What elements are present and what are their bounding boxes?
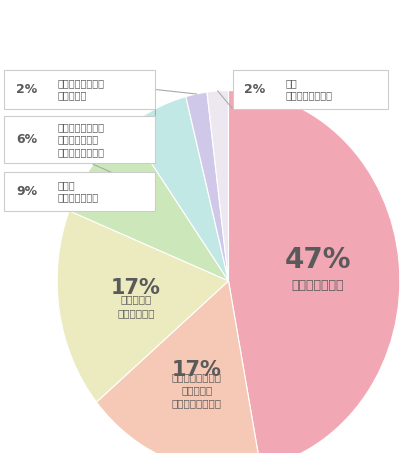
- Text: 気をつけている: 気をつけている: [292, 279, 344, 292]
- Wedge shape: [57, 211, 228, 402]
- Text: 6%: 6%: [16, 133, 37, 146]
- Wedge shape: [69, 127, 228, 281]
- FancyBboxPatch shape: [233, 70, 388, 109]
- Text: 17%: 17%: [111, 278, 161, 298]
- Wedge shape: [96, 281, 261, 453]
- Text: 全く
気をつけていない: 全く 気をつけていない: [286, 78, 333, 101]
- Text: あまり気を
つけていない: あまり気を つけていない: [117, 294, 155, 318]
- FancyBboxPatch shape: [4, 172, 155, 211]
- Text: 気をつけたいが、
お金がない: 気をつけたいが、 お金がない: [57, 78, 104, 101]
- Wedge shape: [128, 96, 228, 281]
- FancyBboxPatch shape: [4, 116, 155, 163]
- Text: かなり
気をつけている: かなり 気をつけている: [57, 180, 98, 202]
- FancyBboxPatch shape: [4, 70, 155, 109]
- Text: 47%: 47%: [285, 246, 351, 274]
- Wedge shape: [186, 92, 228, 281]
- Wedge shape: [207, 91, 228, 281]
- Text: 気をつけたいが、
面倒なので
気をつけていない: 気をつけたいが、 面倒なので 気をつけていない: [172, 372, 222, 409]
- Text: 気をつけたいが、
何に気を配れば
よいかわからない: 気をつけたいが、 何に気を配れば よいかわからない: [57, 122, 104, 157]
- Wedge shape: [228, 91, 400, 453]
- Text: 9%: 9%: [16, 185, 37, 198]
- Text: 2%: 2%: [244, 83, 266, 96]
- Text: 2%: 2%: [16, 83, 37, 96]
- Text: 17%: 17%: [172, 360, 222, 380]
